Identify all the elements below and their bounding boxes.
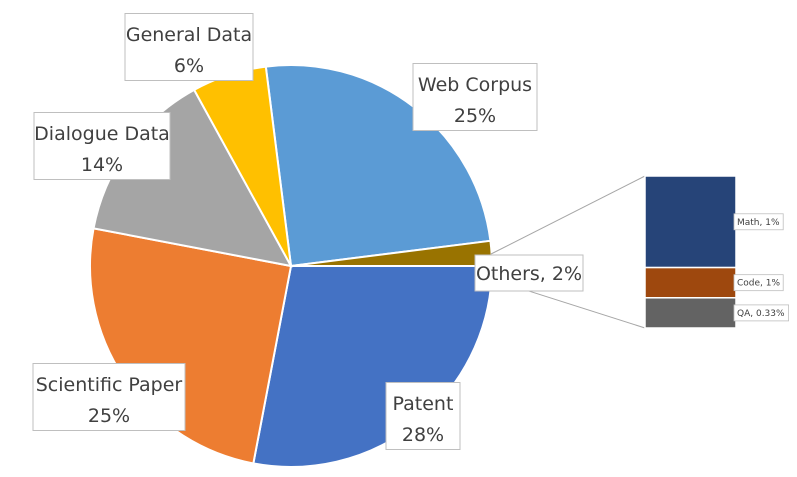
slice-percent: 28% — [402, 424, 444, 446]
breakdown-label-box — [733, 304, 789, 322]
breakdown-label: QA, 0.33% — [737, 309, 785, 319]
slice-percent: 25% — [88, 405, 130, 427]
breakdown-label: Math, 1% — [737, 218, 780, 228]
label-box — [474, 254, 584, 292]
breakdown-segment-1 — [644, 266, 737, 299]
slice-label-text: Others, 2% — [476, 263, 582, 285]
breakdown-bar: Math, 1% Code, 1% QA, 0.33% — [644, 175, 789, 329]
slice-label-patent: Patent 28% — [385, 382, 461, 450]
breakdown-segment-0 — [644, 175, 737, 269]
breakdown-connectors — [490, 175, 646, 329]
label-box — [385, 382, 461, 450]
breakdown-label-box — [733, 274, 784, 292]
slice-labels: Web Corpus 25% Others, 2% Patent 28% Scientif… — [32, 13, 584, 450]
label-box — [412, 63, 538, 131]
slice-label-dialogue-data: Dialogue Data 14% — [33, 112, 171, 180]
slice-category-name: Dialogue Data — [34, 123, 170, 145]
label-box — [124, 13, 254, 81]
slice-label-web-corpus: Web Corpus 25% — [412, 63, 538, 131]
slice-percent: 6% — [174, 55, 204, 77]
label-box — [32, 363, 186, 431]
connector-line-0 — [490, 175, 646, 255]
slice-percent: 25% — [454, 105, 496, 127]
slice-percent: 14% — [81, 154, 123, 176]
slice-category-name: Scientific Paper — [36, 374, 183, 396]
slice-label-scientific-paper: Scientific Paper 25% — [32, 363, 186, 431]
slice-category-name: Web Corpus — [418, 74, 532, 96]
slice-label-general-data: General Data 6% — [124, 13, 254, 81]
breakdown-segment-2 — [644, 297, 737, 329]
slice-category-name: Patent — [393, 393, 454, 415]
label-box — [33, 112, 171, 180]
slice-label-others: Others, 2% — [474, 254, 584, 292]
breakdown-label: Code, 1% — [737, 279, 780, 289]
slice-category-name: General Data — [126, 24, 252, 46]
breakdown-label-box — [733, 213, 784, 231]
